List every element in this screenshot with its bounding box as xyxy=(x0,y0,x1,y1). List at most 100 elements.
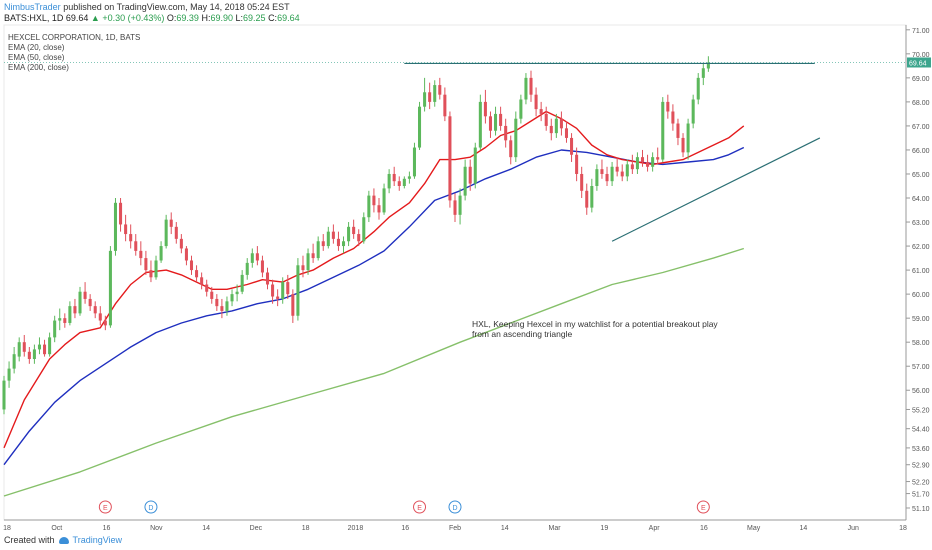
y-tick-label: 58.00 xyxy=(912,340,930,347)
x-tick-label: Oct xyxy=(51,525,62,532)
candle-body xyxy=(377,205,381,213)
y-tick-label: 55.20 xyxy=(912,407,930,414)
candle-body xyxy=(240,274,244,292)
candle-body xyxy=(341,241,346,247)
earnings-event-icon[interactable]: E xyxy=(98,500,112,514)
legend-symbol[interactable]: HEXCEL CORPORATION, 1D, BATS xyxy=(8,33,141,42)
event-circle xyxy=(98,500,112,514)
x-tick-label: May xyxy=(747,525,761,532)
y-tick-label: 52.20 xyxy=(912,480,930,487)
candle-body xyxy=(509,140,513,158)
candle-body xyxy=(250,253,254,263)
event-label: E xyxy=(701,505,706,512)
candle-body xyxy=(113,202,118,251)
candle-body xyxy=(93,306,97,314)
y-tick-label: 60.00 xyxy=(912,292,930,299)
candle-body xyxy=(559,118,563,129)
footer: Created with TradingView xyxy=(4,535,122,545)
candle-body xyxy=(58,318,62,321)
candle-body xyxy=(7,368,11,381)
earnings-event-icon[interactable]: E xyxy=(696,500,710,514)
candle-body xyxy=(570,137,574,155)
candle-body xyxy=(159,246,163,261)
event-circle xyxy=(448,500,462,514)
candle-body xyxy=(433,85,437,102)
legend-ema200[interactable]: EMA (200, close) xyxy=(8,63,69,72)
candle-body xyxy=(478,101,482,148)
candle-body xyxy=(32,349,36,360)
candle-body xyxy=(129,234,133,242)
candle-body xyxy=(83,291,87,299)
candle-body xyxy=(200,277,204,285)
candle-body xyxy=(210,291,214,299)
candle-body xyxy=(205,284,209,292)
candle-body xyxy=(225,301,229,311)
candle-body xyxy=(423,92,427,107)
candle-body xyxy=(676,123,680,138)
candle-body xyxy=(661,101,665,160)
candle-body xyxy=(428,92,432,102)
candle-body xyxy=(321,241,325,247)
price-tag xyxy=(907,57,931,68)
price-change: ▲ +0.30 (+0.43%) xyxy=(90,13,165,23)
last-price: 69.64 xyxy=(65,13,89,23)
candle-body xyxy=(357,234,361,242)
close-label: C: xyxy=(268,13,278,23)
tradingview-link[interactable]: TradingView xyxy=(72,535,123,545)
y-tick-label: 51.70 xyxy=(912,492,930,499)
candle-body xyxy=(595,169,599,186)
candle-body xyxy=(316,241,320,259)
candle-body xyxy=(504,125,508,141)
open-value: 69.39 xyxy=(176,13,199,23)
earnings-event-icon[interactable]: E xyxy=(413,500,427,514)
dividend-event-icon[interactable]: D xyxy=(144,500,158,514)
candle-body xyxy=(12,354,16,369)
candle-body xyxy=(539,109,543,114)
legend-ema50[interactable]: EMA (50, close) xyxy=(8,53,65,62)
candle-body xyxy=(301,265,305,271)
dividend-event-icon[interactable]: D xyxy=(448,500,462,514)
candle-body xyxy=(691,99,695,124)
candle-body xyxy=(372,195,376,206)
candle-body xyxy=(666,101,670,112)
y-tick-label: 69.00 xyxy=(912,76,930,83)
candle-body xyxy=(590,185,594,208)
y-tick-label: 65.00 xyxy=(912,172,930,179)
candle-body xyxy=(276,296,280,299)
candle-body xyxy=(494,113,498,131)
candle-body xyxy=(412,147,416,177)
candle-body xyxy=(620,171,624,177)
candle-body xyxy=(184,248,188,261)
y-tick-label: 64.00 xyxy=(912,196,930,203)
candle-body xyxy=(164,219,168,247)
candle-body xyxy=(686,123,690,153)
candle-body xyxy=(549,125,553,134)
candle-body xyxy=(458,195,462,215)
candle-body xyxy=(600,169,604,174)
indicator-legend: HEXCEL CORPORATION, 1D, BATS EMA (20, cl… xyxy=(8,33,140,73)
candle-body xyxy=(701,68,705,78)
ohlc-readout: BATS:HXL, 1D 69.64 ▲ +0.30 (+0.43%) O:69… xyxy=(4,13,300,23)
candle-body xyxy=(397,181,401,186)
candle-body xyxy=(255,253,259,261)
candle-body xyxy=(139,250,143,259)
legend-ema20[interactable]: EMA (20, close) xyxy=(8,43,65,52)
ema200-line xyxy=(3,247,745,497)
event-label: D xyxy=(452,505,457,512)
publish-header: NimbusTrader published on TradingView.co… xyxy=(4,2,290,12)
y-tick-label: 61.00 xyxy=(912,268,930,275)
y-tick-label: 63.00 xyxy=(912,220,930,227)
low-label: L: xyxy=(235,13,244,23)
candle-body xyxy=(108,250,112,326)
event-label: D xyxy=(148,505,153,512)
candle-body xyxy=(336,238,340,247)
ema20-line xyxy=(3,110,745,449)
high-value: 69.90 xyxy=(210,13,233,23)
x-tick-label: Jun xyxy=(848,525,859,532)
author-link[interactable]: NimbusTrader xyxy=(4,2,61,12)
candle-body xyxy=(119,202,123,225)
candle-body xyxy=(625,164,629,177)
candle-body xyxy=(564,128,569,138)
candle-body xyxy=(291,294,295,316)
